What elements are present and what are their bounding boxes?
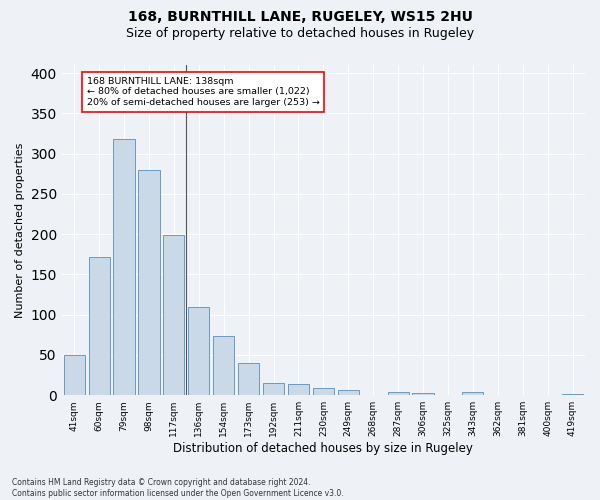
Bar <box>238 363 259 395</box>
Bar <box>213 336 235 395</box>
Bar <box>163 235 184 395</box>
Text: 168, BURNTHILL LANE, RUGELEY, WS15 2HU: 168, BURNTHILL LANE, RUGELEY, WS15 2HU <box>128 10 472 24</box>
Bar <box>64 355 85 395</box>
Text: Size of property relative to detached houses in Rugeley: Size of property relative to detached ho… <box>126 28 474 40</box>
Bar <box>388 392 409 395</box>
Bar <box>412 393 434 395</box>
Bar <box>113 139 134 395</box>
Bar <box>462 392 484 395</box>
Text: 168 BURNTHILL LANE: 138sqm
← 80% of detached houses are smaller (1,022)
20% of s: 168 BURNTHILL LANE: 138sqm ← 80% of deta… <box>87 77 320 107</box>
Y-axis label: Number of detached properties: Number of detached properties <box>15 142 25 318</box>
Bar <box>562 394 583 395</box>
X-axis label: Distribution of detached houses by size in Rugeley: Distribution of detached houses by size … <box>173 442 473 455</box>
Bar <box>188 308 209 395</box>
Bar <box>89 256 110 395</box>
Bar <box>139 170 160 395</box>
Bar <box>338 390 359 395</box>
Bar <box>313 388 334 395</box>
Text: Contains HM Land Registry data © Crown copyright and database right 2024.
Contai: Contains HM Land Registry data © Crown c… <box>12 478 344 498</box>
Bar <box>263 383 284 395</box>
Bar <box>288 384 309 395</box>
